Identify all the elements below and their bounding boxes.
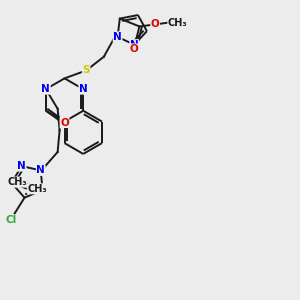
- Text: N: N: [17, 161, 26, 171]
- Text: O: O: [151, 20, 160, 29]
- Text: CH₃: CH₃: [7, 177, 27, 187]
- Text: Cl: Cl: [5, 215, 16, 225]
- Text: N: N: [130, 40, 139, 50]
- Text: O: O: [129, 44, 138, 54]
- Text: CH₃: CH₃: [27, 184, 47, 194]
- Text: N: N: [113, 32, 122, 42]
- Text: N: N: [41, 84, 50, 94]
- Text: N: N: [36, 165, 45, 176]
- Text: O: O: [60, 118, 69, 128]
- Text: CH₃: CH₃: [168, 17, 188, 28]
- Text: S: S: [82, 65, 90, 76]
- Text: N: N: [79, 84, 88, 94]
